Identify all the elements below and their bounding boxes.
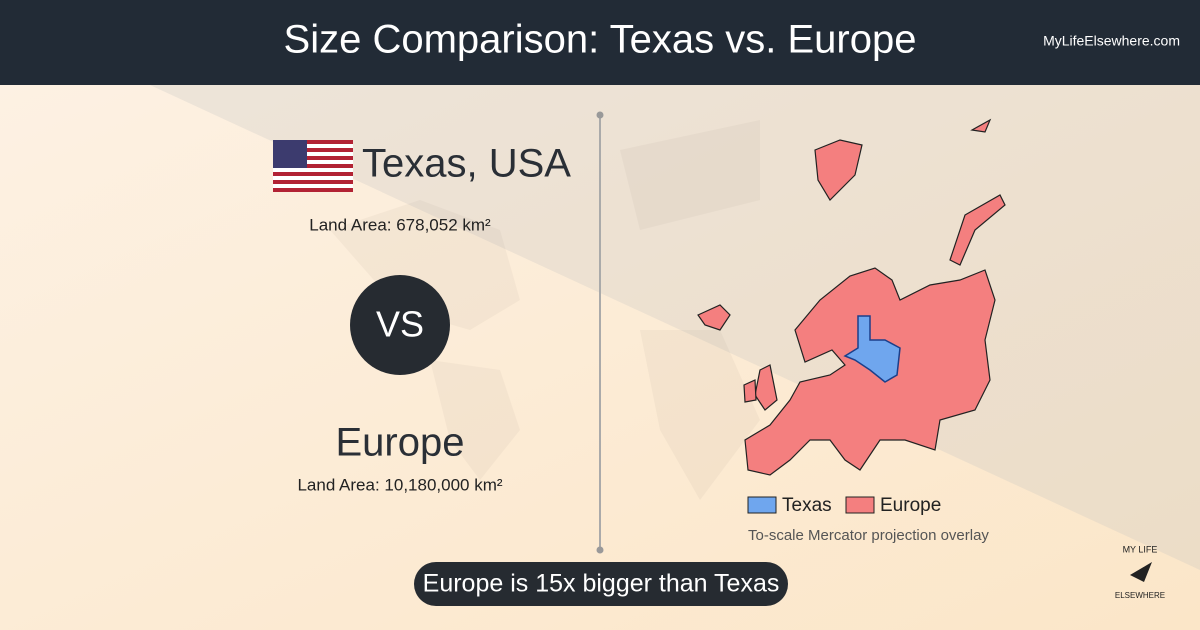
legend-swatch: [747, 496, 777, 514]
logo-text: MY LIFE: [1123, 544, 1158, 554]
legend-label: Europe: [880, 495, 941, 516]
banner-text: Europe is 15x bigger than Texas: [423, 570, 780, 598]
vs-circle: [350, 275, 450, 375]
banner-box: [414, 562, 788, 606]
logo-text: ELSEWHERE: [1115, 591, 1165, 600]
site-name[interactable]: MyLifeElsewhere.com: [1043, 33, 1180, 49]
map-note: To-scale Mercator projection overlay: [748, 527, 989, 544]
divider-end: [596, 546, 604, 554]
background-band: [150, 85, 1200, 570]
land-area: Land Area: 10,180,000 km²: [297, 475, 502, 494]
texas-shape: [843, 315, 901, 383]
europe-shape: [697, 118, 1006, 476]
logo-plane: [1130, 562, 1152, 582]
us-flag: [273, 140, 353, 192]
land-area: Land Area: 678,052 km²: [309, 215, 491, 234]
legend-label: Texas: [782, 495, 832, 516]
title: Size Comparison: Texas vs. Europe: [284, 18, 917, 62]
legend-swatch: [845, 496, 875, 514]
world-map: [330, 120, 760, 500]
divider-end: [596, 111, 604, 119]
header-bar: [0, 0, 1200, 85]
place-name: Europe: [336, 421, 465, 465]
vs-label: VS: [376, 304, 424, 345]
place-name: Texas, USA: [362, 142, 571, 186]
